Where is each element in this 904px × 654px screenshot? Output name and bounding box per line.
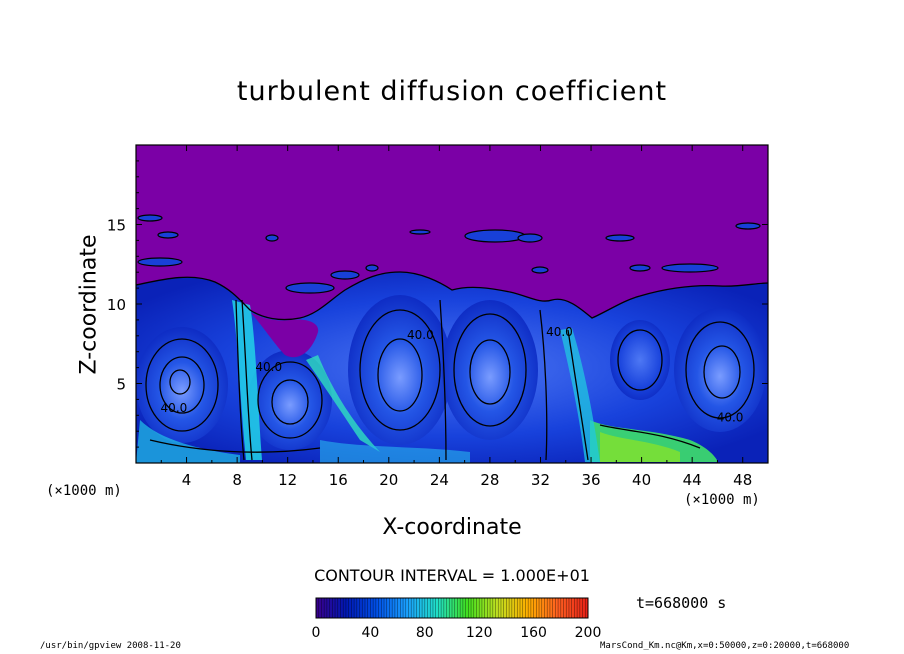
plume-cyan (136, 420, 240, 463)
plume-green (600, 432, 680, 462)
plume-cyan (320, 440, 470, 463)
contour-label: 40.0 (407, 328, 434, 342)
x-tick-label: 44 (683, 471, 702, 489)
colorbar-tick-label: 200 (575, 625, 602, 641)
x-tick-label: 28 (480, 471, 499, 489)
colorbar-tick-label: 160 (520, 625, 547, 641)
y-tick-label: 5 (116, 376, 126, 394)
time-label: t=668000 s (636, 594, 727, 612)
x-tick-label: 48 (733, 471, 752, 489)
x-tick-label: 32 (531, 471, 550, 489)
contour-label: 40.0 (255, 360, 282, 374)
x-tick-label: 36 (581, 471, 600, 489)
x-tick-label: 12 (278, 471, 297, 489)
convective-cell (442, 300, 538, 440)
x-tick-label: 4 (182, 471, 192, 489)
x-tick-label: 8 (232, 471, 242, 489)
x-unit-label-right: (×1000 m) (684, 492, 760, 508)
contour-label: 40.0 (546, 325, 573, 339)
plume-cyan (560, 328, 600, 462)
x-tick-label: 20 (379, 471, 398, 489)
contour-label: 40.0 (161, 401, 188, 415)
convective-cell (348, 295, 452, 445)
plume-cyan (306, 355, 380, 452)
scattered-patches (137, 214, 761, 294)
x-tick-label: 24 (430, 471, 449, 489)
x-tick-label: 16 (329, 471, 348, 489)
contour-interval-label: CONTOUR INTERVAL = 1.000E+01 (314, 566, 590, 585)
contour-lines (136, 271, 768, 461)
x-axis-label: X-coordinate (382, 515, 522, 540)
footer-command: /usr/bin/gpview 2008-11-20 (40, 641, 181, 651)
y-tick-label: 15 (107, 217, 126, 235)
convective-cell (674, 308, 766, 432)
heatmap-field (136, 145, 768, 463)
contour-labels: 40.0 40.0 40.0 40.0 40.0 (161, 325, 744, 425)
colorbar-tick-label: 40 (361, 625, 379, 641)
colorbar-tick-label: 80 (416, 625, 434, 641)
convective-cell (248, 350, 332, 450)
y-tick-label: 10 (107, 296, 126, 314)
contour-label: 40.0 (717, 411, 744, 425)
colorbar-frame (315, 597, 589, 619)
colorbar-tick-label: 0 (312, 625, 321, 641)
footer-source: MarsCond_Km.nc@Km,x=0:50000,z=0:20000,t=… (600, 641, 850, 651)
x-tick-label: 40 (632, 471, 651, 489)
convective-cell (610, 320, 670, 400)
intrusion (250, 312, 319, 358)
y-axis-label: Z-coordinate (76, 234, 102, 375)
colorbar-tick-label: 120 (466, 625, 493, 641)
colorbar: 0 40 80 120 160 200 (312, 597, 602, 641)
x-unit-label-left: (×1000 m) (46, 483, 122, 499)
chart-title: turbulent diffusion coefficient (236, 76, 668, 107)
convective-cell (136, 327, 228, 443)
